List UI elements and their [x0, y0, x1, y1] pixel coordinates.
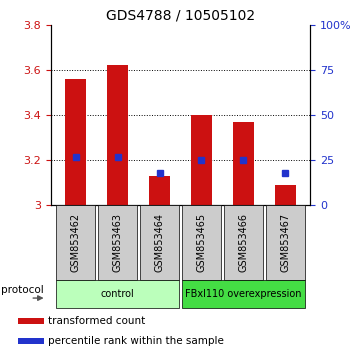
Bar	[65, 79, 86, 205]
Bar	[18, 318, 44, 324]
Text: percentile rank within the sample: percentile rank within the sample	[48, 336, 224, 346]
Bar	[149, 176, 170, 205]
Text: protocol: protocol	[1, 285, 44, 295]
Text: GSM853464: GSM853464	[155, 213, 165, 272]
Bar	[107, 65, 128, 205]
Title: GDS4788 / 10505102: GDS4788 / 10505102	[106, 8, 255, 22]
Bar	[233, 122, 254, 205]
Text: GSM853466: GSM853466	[238, 213, 248, 272]
Bar	[266, 205, 305, 280]
Text: GSM853462: GSM853462	[71, 213, 81, 272]
Bar	[56, 205, 95, 280]
Bar	[56, 280, 179, 308]
Text: transformed count: transformed count	[48, 316, 145, 326]
Bar	[182, 280, 305, 308]
Bar	[275, 185, 296, 205]
Text: GSM853463: GSM853463	[113, 213, 123, 272]
Text: GSM853467: GSM853467	[280, 213, 290, 272]
Bar	[224, 205, 263, 280]
Text: GSM853465: GSM853465	[196, 213, 206, 272]
Bar	[182, 205, 221, 280]
Bar	[98, 205, 137, 280]
Text: FBxl110 overexpression: FBxl110 overexpression	[185, 289, 302, 299]
Bar	[140, 205, 179, 280]
Text: control: control	[101, 289, 135, 299]
Bar	[191, 115, 212, 205]
Bar	[18, 338, 44, 344]
